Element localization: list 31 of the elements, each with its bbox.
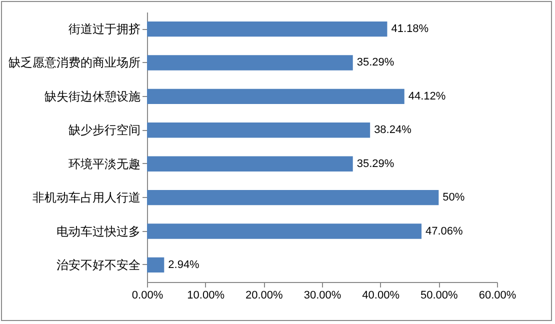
bar [147,21,388,37]
y-tick-label: 缺少步行空间 [68,123,140,138]
y-tick-label: 缺失街边休憩设施 [44,89,140,104]
data-label: 47.06% [426,225,464,238]
data-label: 35.29% [356,56,394,69]
y-tick-label: 缺乏愿意消费的商业场所 [8,56,140,70]
bar [147,122,370,138]
data-label: 44.12% [408,90,446,102]
x-tick-label: 0.00% [132,290,164,302]
y-tick-label: 环境平淡无趣 [68,156,140,171]
data-label: 50% [442,192,465,204]
bar [147,257,164,273]
y-tick-label: 治安不好不安全 [56,258,140,272]
data-label: 35.29% [356,158,394,170]
data-label: 38.24% [374,124,412,136]
x-tick-label: 20.00% [246,290,284,302]
bar [147,156,353,172]
data-label: 2.94% [168,258,200,271]
x-tick-label: 30.00% [304,290,342,302]
bar [147,190,439,206]
bar [147,224,422,239]
x-tick-label: 10.00% [187,290,225,302]
y-tick-label: 电动车过快过多 [56,224,140,238]
y-tick-label: 街道过于拥挤 [68,22,140,36]
bar [147,88,404,104]
x-tick-label: 60.00% [478,290,516,302]
y-tick-label: 非机动车占用人行道 [32,190,140,205]
bar [147,55,353,70]
x-tick-label: 40.00% [362,290,400,302]
data-label: 41.18% [391,23,429,36]
x-tick-label: 50.00% [420,290,458,302]
